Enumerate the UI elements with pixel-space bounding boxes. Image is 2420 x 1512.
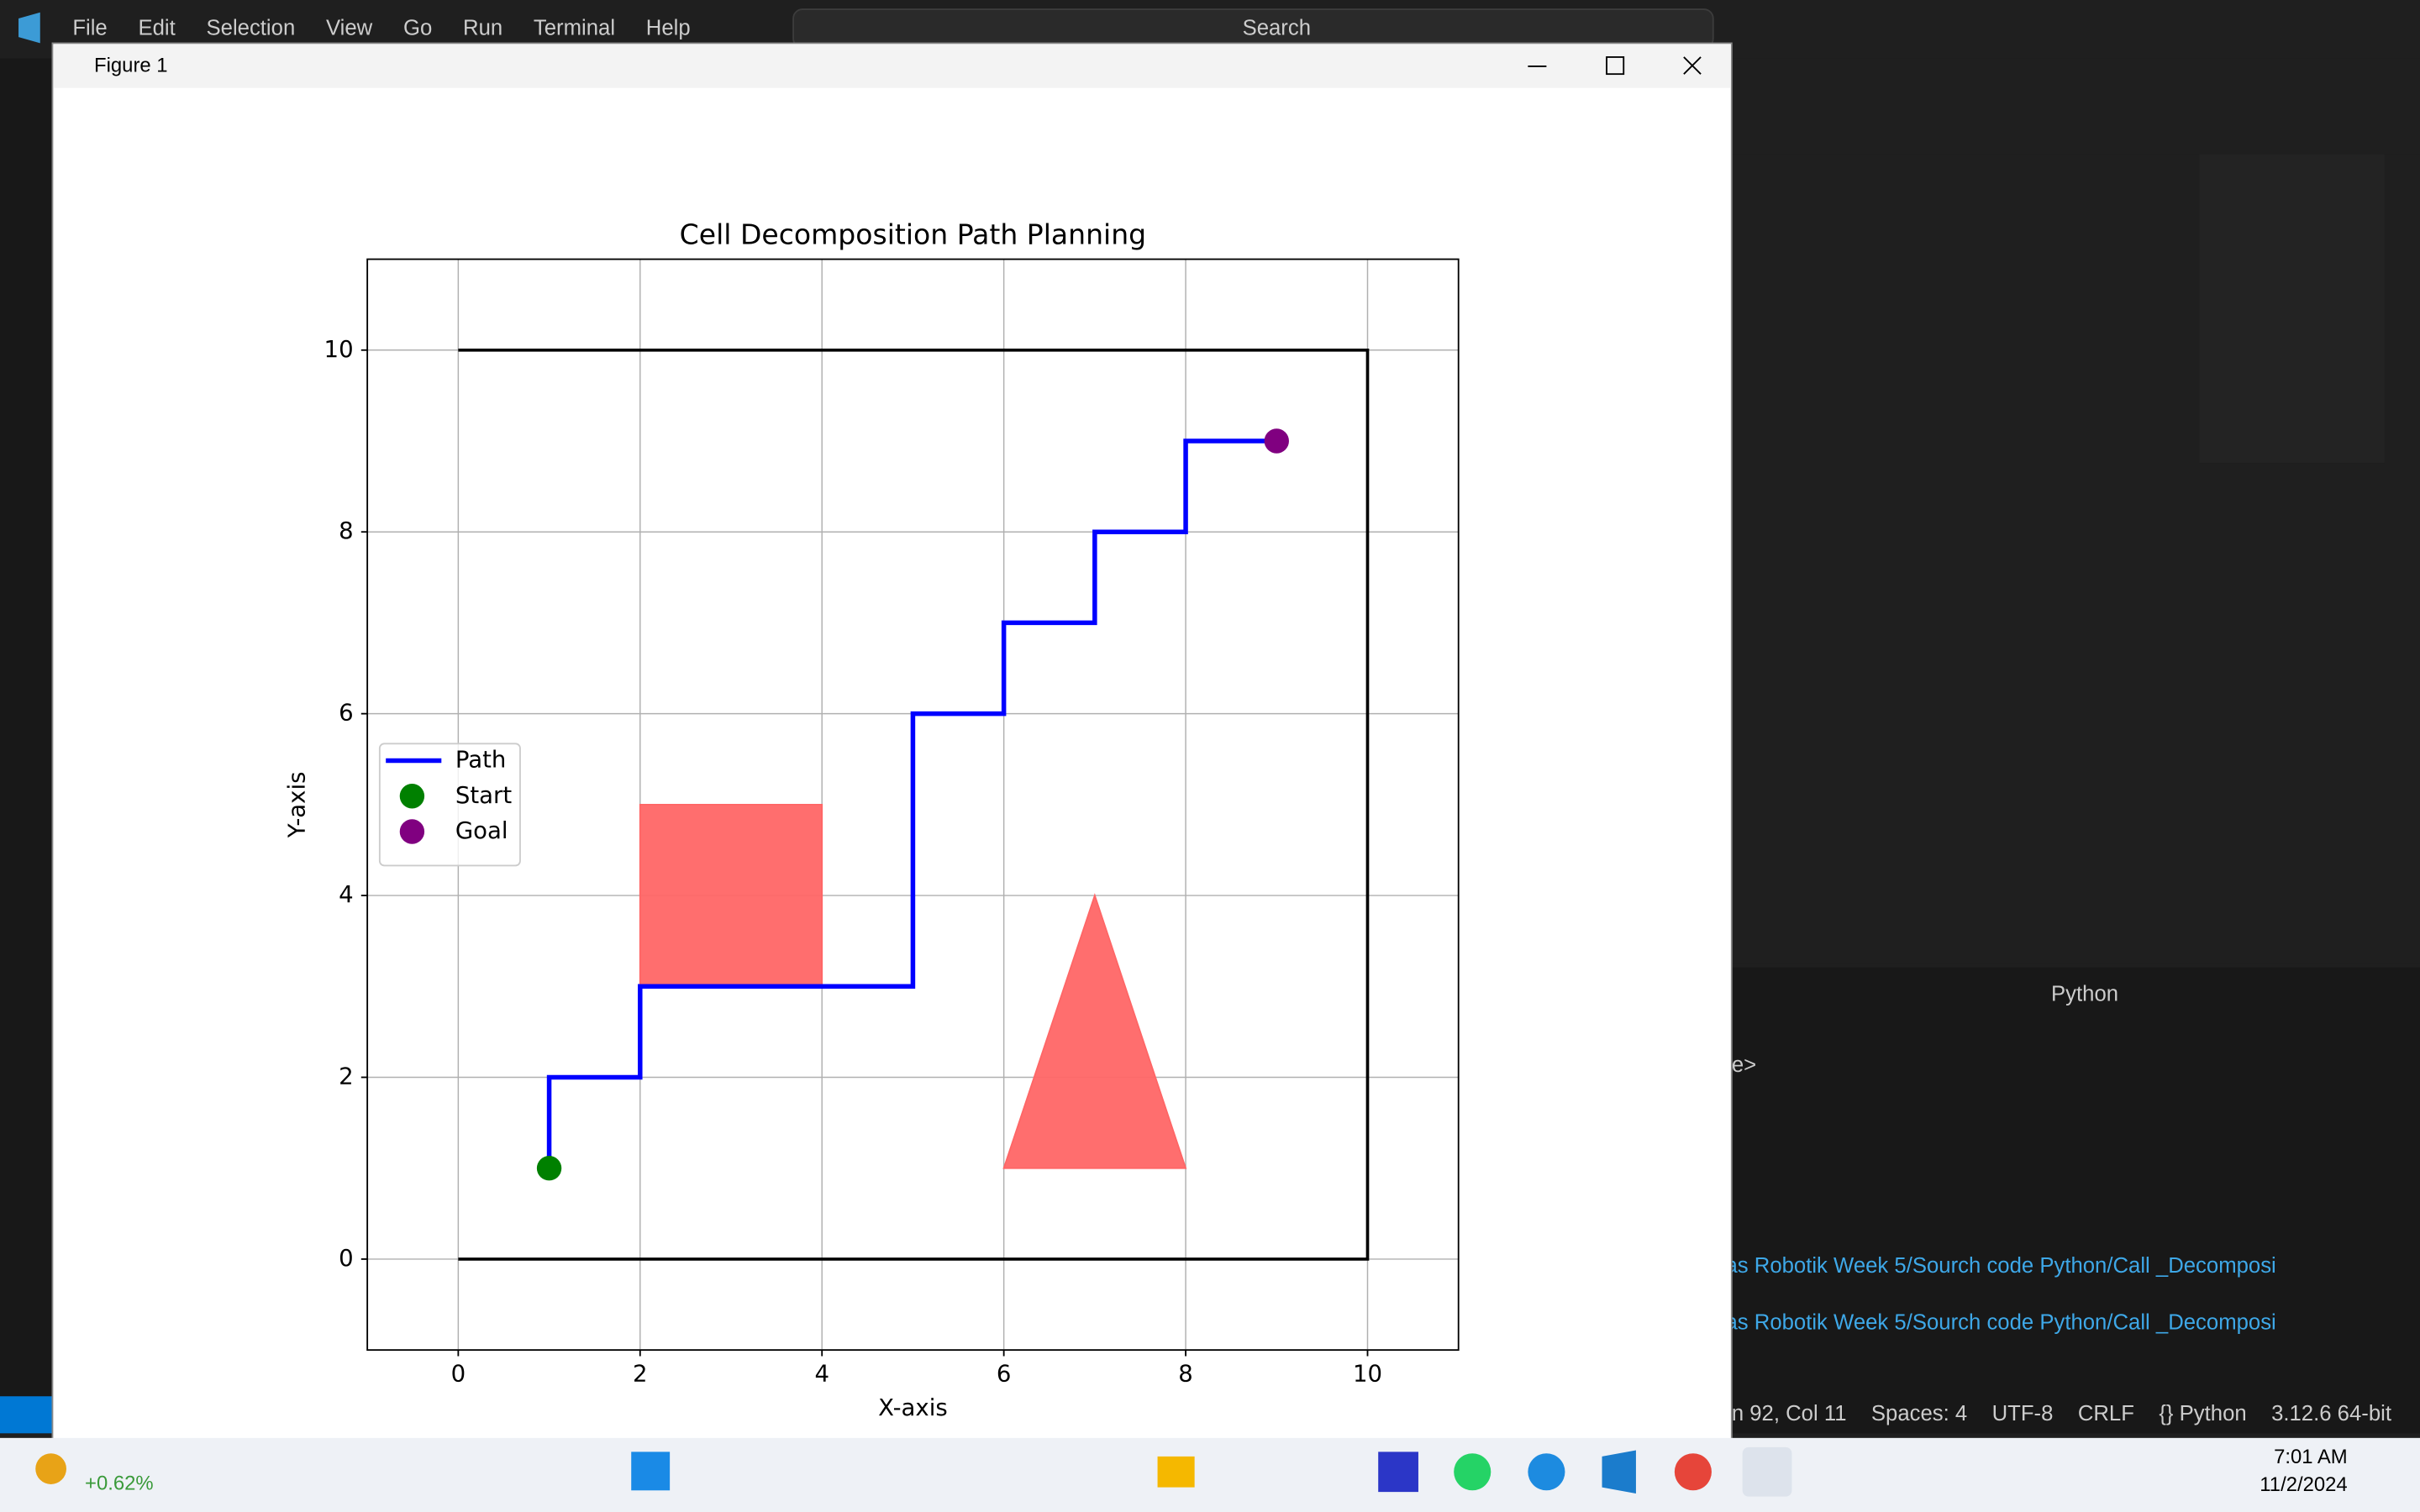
status-item[interactable]: Spaces: 4: [1871, 1402, 1967, 1425]
stock-change[interactable]: +0.62%: [85, 1472, 154, 1494]
status-items: n 92, Col 11 Spaces: 4 UTF-8 CRLF {} Python 3…: [1732, 1402, 2391, 1425]
clock-date[interactable]: 11/2/2024: [2260, 1473, 2347, 1496]
chrome-icon[interactable]: [1674, 1453, 1712, 1491]
whatsapp-icon[interactable]: [1454, 1453, 1491, 1491]
menu-item[interactable]: Edit: [138, 17, 175, 40]
terminal-line: as Robotik Week 5/Sourch code Python/Cal…: [1725, 1311, 2275, 1335]
y-tick-label: 8: [339, 517, 354, 544]
terminal-panel: [1731, 967, 2420, 1397]
activity-bar: [0, 58, 62, 1401]
y-tick-label: 2: [339, 1063, 354, 1090]
figure-title-bar: [54, 45, 1730, 88]
y-tick-label: 4: [339, 881, 354, 908]
menu-item[interactable]: Terminal: [534, 17, 615, 40]
legend-swatch: [399, 819, 425, 844]
x-tick-label: 8: [1178, 1361, 1193, 1388]
y-axis-label: Y-axis: [283, 772, 310, 839]
app-icon: [18, 12, 40, 44]
y-tick-label: 10: [324, 336, 354, 363]
menu-item[interactable]: View: [326, 17, 373, 40]
menu-bar: File Edit Selection View Go Run Terminal Help: [72, 17, 690, 40]
legend-swatch: [399, 784, 425, 809]
plot: 0 2 4 6 8 10 0 2 4 6 8 10 Cell Decomposition Path Pl…: [283, 218, 1460, 1421]
minimap: [2199, 154, 2385, 464]
menu-item[interactable]: Go: [403, 17, 432, 40]
clock-time[interactable]: 7:01 AM: [2274, 1446, 2348, 1468]
vscode-icon[interactable]: [1602, 1450, 1636, 1494]
python-figure-icon[interactable]: [1742, 1446, 1792, 1497]
terminal-line: e>: [1732, 1053, 1756, 1077]
menu-item[interactable]: Run: [463, 17, 502, 40]
search-label[interactable]: Search: [1243, 17, 1311, 40]
close-button[interactable]: [1683, 56, 1702, 75]
x-tick-label: 4: [814, 1361, 829, 1388]
terminal-tab[interactable]: Python: [2051, 982, 2118, 1005]
menu-item[interactable]: File: [72, 17, 107, 40]
status-item[interactable]: CRLF: [2078, 1402, 2134, 1425]
x-axis-label: X-axis: [878, 1394, 948, 1421]
start-button[interactable]: [631, 1452, 671, 1491]
app-icon[interactable]: [1378, 1452, 1418, 1493]
remote-button[interactable]: [0, 1396, 56, 1434]
x-tick-label: 6: [997, 1361, 1012, 1388]
status-item[interactable]: UTF-8: [1992, 1402, 2054, 1425]
status-item[interactable]: n 92, Col 11: [1732, 1402, 1847, 1425]
x-tick-label: 2: [633, 1361, 648, 1388]
maximize-button[interactable]: [1606, 56, 1625, 76]
legend-label: Start: [455, 782, 512, 809]
y-tick-label: 6: [339, 700, 354, 727]
y-tick-label: 0: [339, 1245, 354, 1272]
window-title: Figure 1: [94, 54, 168, 76]
boundary: [458, 348, 1370, 1261]
path-line: [546, 438, 1277, 1168]
stock-icon[interactable]: [35, 1453, 66, 1484]
obstacle: [1002, 893, 1187, 1169]
terminal-line: as Robotik Week 5/Sourch code Python/Cal…: [1725, 1254, 2275, 1278]
x-tick-label: 10: [1353, 1361, 1382, 1388]
obstacle: [639, 803, 823, 988]
legend-label: Path: [455, 747, 507, 774]
plot-frame: [366, 258, 1460, 1352]
menu-item[interactable]: Selection: [207, 17, 296, 40]
status-item[interactable]: 3.12.6 64-bit: [2271, 1402, 2391, 1425]
x-tick-label: 0: [451, 1361, 466, 1388]
figure-window: [51, 42, 1733, 1441]
explorer-icon[interactable]: [1157, 1456, 1195, 1488]
marker: [1264, 428, 1289, 454]
legend-label: Goal: [455, 817, 508, 844]
status-item[interactable]: {} Python: [2159, 1402, 2246, 1425]
marker: [536, 1156, 562, 1181]
menu-item[interactable]: Help: [646, 17, 691, 40]
chart-title: Cell Decomposition Path Planning: [680, 218, 1147, 251]
edge-icon[interactable]: [1528, 1453, 1565, 1491]
taskbar: [0, 1437, 2420, 1512]
